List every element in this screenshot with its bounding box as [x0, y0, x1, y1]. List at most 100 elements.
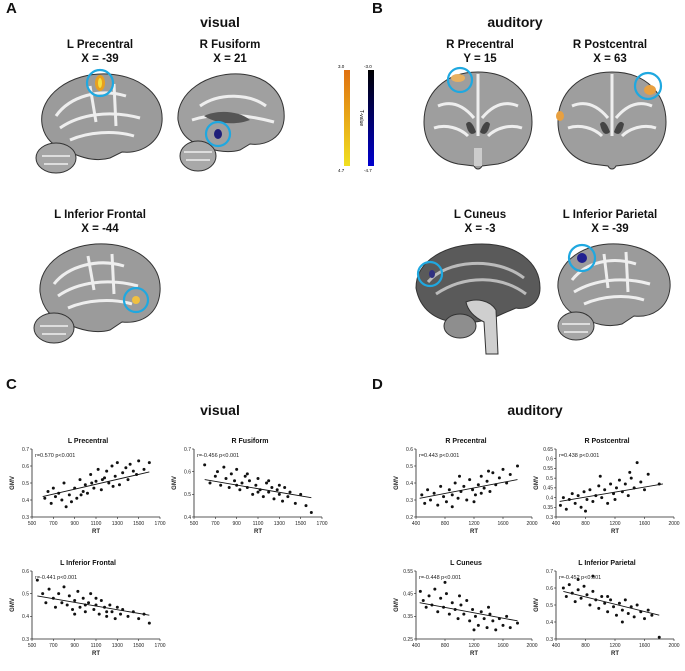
- data-point: [582, 584, 586, 588]
- data-point: [450, 601, 454, 605]
- x-tick-label: 800: [581, 643, 590, 649]
- data-point: [57, 592, 61, 596]
- data-point: [505, 614, 509, 618]
- data-point: [597, 606, 601, 610]
- stat-annotation: r=0.443 p<0.001: [419, 453, 459, 459]
- data-point: [227, 486, 231, 490]
- data-point: [479, 491, 483, 495]
- data-point: [585, 498, 589, 502]
- y-tick-label: 0.6: [22, 464, 29, 470]
- data-point: [508, 473, 512, 476]
- x-tick-label: 500: [190, 521, 199, 527]
- data-point: [585, 593, 589, 597]
- x-tick-label: 400: [552, 521, 561, 527]
- y-tick-label: 0.25: [403, 637, 413, 643]
- data-point: [87, 601, 91, 605]
- data-point: [459, 603, 463, 607]
- data-point: [41, 592, 45, 596]
- data-point: [71, 608, 75, 612]
- data-point: [219, 483, 223, 487]
- data-point: [632, 615, 636, 619]
- data-point: [629, 605, 633, 609]
- data-point: [588, 603, 592, 607]
- data-point: [105, 610, 109, 614]
- y-tick-label: 0.3: [22, 515, 29, 521]
- data-point: [288, 490, 292, 494]
- data-point: [606, 595, 610, 598]
- data-point: [584, 509, 587, 513]
- data-point: [591, 574, 595, 578]
- data-point: [491, 619, 495, 623]
- data-point: [465, 598, 469, 602]
- brain-sagittal-l-precentral: [35, 68, 163, 174]
- x-tick-label: 2000: [668, 521, 679, 527]
- data-point: [465, 498, 469, 502]
- y-tick-label: 0.6: [184, 469, 191, 475]
- y-tick-label: 0.6: [406, 447, 413, 453]
- data-point: [564, 507, 568, 511]
- data-point: [67, 493, 71, 497]
- data-point: [293, 501, 297, 505]
- data-point: [646, 472, 650, 476]
- panel-a-title: visual: [200, 14, 240, 30]
- data-point: [591, 589, 595, 593]
- chart-title: R Postcentral: [584, 438, 630, 445]
- y-tick-label: 0.7: [184, 447, 191, 453]
- data-point: [35, 578, 39, 582]
- data-point: [203, 463, 207, 467]
- data-point: [423, 501, 427, 505]
- y-tick-label: 0.3: [546, 637, 553, 643]
- y-tick-label: 0.5: [406, 464, 413, 470]
- data-point: [65, 603, 69, 607]
- data-point: [471, 488, 475, 492]
- data-point: [473, 614, 477, 618]
- data-point: [44, 601, 48, 605]
- data-point: [270, 486, 274, 490]
- x-tick-label: 500: [28, 643, 37, 649]
- y-tick-label: 0.4: [546, 620, 553, 626]
- stat-annotation: r=0.570 p<0.001: [35, 453, 75, 459]
- x-tick-label: 1100: [91, 521, 102, 527]
- x-tick-label: 1300: [112, 643, 123, 649]
- data-point: [426, 488, 430, 492]
- data-point: [482, 617, 486, 621]
- data-point: [471, 608, 475, 612]
- y-axis-label: GMV: [394, 598, 400, 612]
- stat-annotation: r=-0.448 p<0.001: [419, 575, 461, 581]
- data-point: [121, 471, 125, 475]
- data-point: [107, 481, 111, 485]
- roi-circle: [122, 286, 150, 314]
- chart-title: L Precentral: [67, 438, 109, 445]
- x-tick-label: 1200: [468, 521, 479, 527]
- panel-letter-d: D: [372, 376, 383, 393]
- data-point: [561, 496, 565, 500]
- data-point: [94, 479, 98, 483]
- data-point: [110, 610, 114, 614]
- data-point: [476, 623, 480, 627]
- data-point: [85, 491, 89, 495]
- y-tick-label: 0.4: [22, 498, 29, 504]
- brain-title-l-inferior-frontal: L Inferior Frontal X = -44: [54, 209, 146, 235]
- y-tick-label: 0.65: [543, 447, 553, 453]
- data-point: [579, 505, 583, 509]
- chart-r-fusiform: R Fusiform 500 700 900 1100 1300 1500 1700 0.4 0.…: [170, 438, 330, 540]
- data-point: [427, 594, 431, 598]
- data-point: [96, 467, 100, 471]
- x-tick-label: 800: [441, 521, 450, 527]
- data-point: [433, 587, 437, 591]
- x-tick-label: 1600: [497, 643, 508, 649]
- data-point: [53, 495, 57, 499]
- data-point: [272, 497, 276, 501]
- chart-title: L Inferior Frontal: [60, 560, 116, 567]
- brain-title-l-precentral: L Precentral X = -39: [66, 39, 134, 65]
- data-point: [643, 617, 646, 621]
- data-point: [494, 628, 498, 632]
- data-point: [275, 488, 279, 492]
- data-point: [561, 586, 565, 590]
- x-tick-label: 1700: [154, 643, 165, 649]
- data-point: [283, 486, 287, 490]
- data-point: [90, 481, 94, 485]
- y-tick-label: 0.2: [406, 515, 413, 521]
- x-tick-label: 2000: [526, 643, 537, 649]
- data-point: [598, 474, 602, 478]
